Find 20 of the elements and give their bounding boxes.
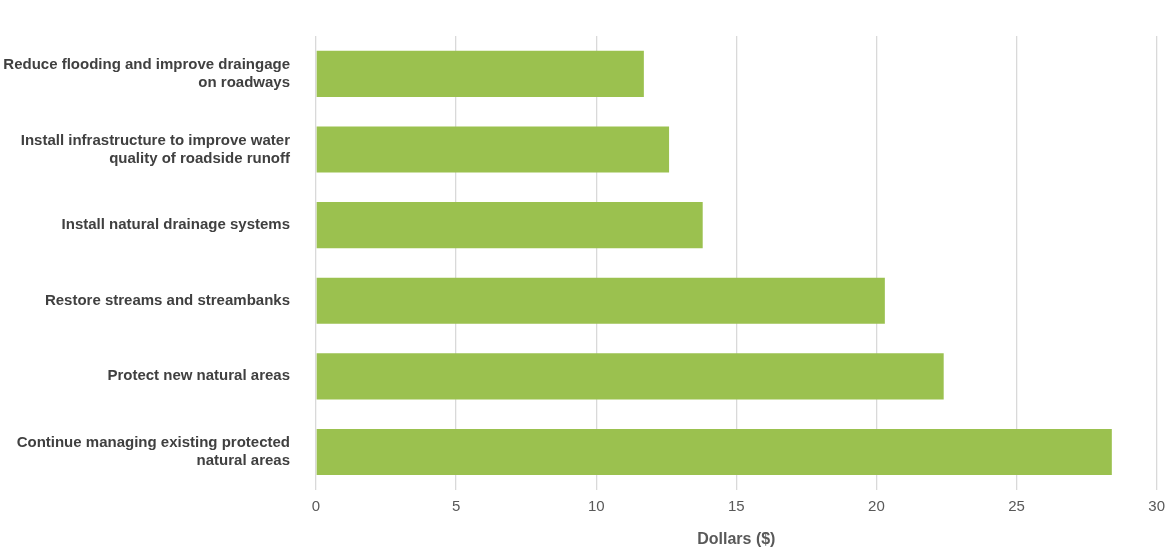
- x-tick-label: 5: [451, 496, 461, 514]
- x-tick-label: 20: [868, 496, 885, 514]
- x-tick-label: 25: [1008, 496, 1025, 514]
- x-tick-label: 15: [727, 496, 745, 514]
- y-tick-label: Protect new natural areas: [107, 366, 290, 384]
- y-tick-label: Restore streams and streambanks: [44, 290, 290, 308]
- y-tick-label: Continue managing existing protected natural areas: [16, 433, 290, 469]
- x-tick-label: 0: [311, 496, 321, 514]
- bar: [316, 353, 944, 400]
- bar: [316, 277, 885, 324]
- y-tick-label: Reduce flooding and improve draingage on roadways: [3, 54, 290, 90]
- x-tick-label: 10: [587, 496, 605, 514]
- bar: [316, 202, 703, 249]
- bar: [316, 50, 644, 97]
- x-axis-title: Dollars ($): [697, 529, 776, 547]
- bar: [316, 126, 670, 173]
- bar: [316, 428, 1112, 476]
- y-tick-label: Install infrastructure to improve water quality of roadside runoff: [20, 130, 291, 166]
- y-tick-label: Install natural drainage systems: [61, 215, 290, 233]
- x-tick-label: 30: [1148, 496, 1165, 514]
